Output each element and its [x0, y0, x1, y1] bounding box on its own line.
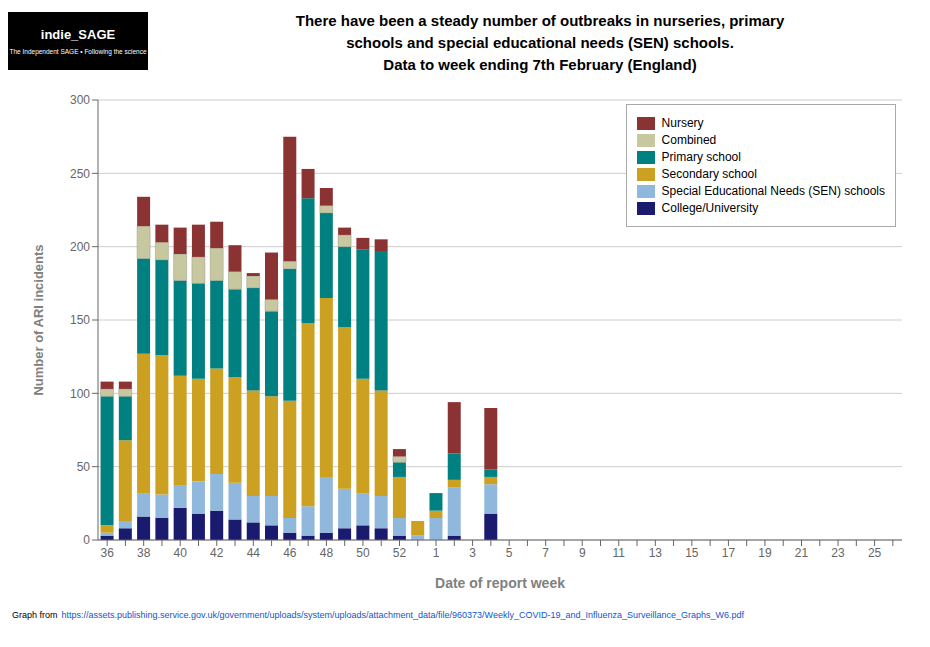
svg-text:3: 3 [469, 546, 476, 560]
svg-text:19: 19 [758, 546, 772, 560]
svg-text:52: 52 [393, 546, 407, 560]
svg-text:38: 38 [137, 546, 151, 560]
svg-text:23: 23 [831, 546, 845, 560]
svg-text:15: 15 [685, 546, 699, 560]
html-text:College/University: College/University [661, 201, 759, 215]
svg-text:46: 46 [283, 546, 297, 560]
svg-text:42: 42 [210, 546, 224, 560]
svg-text:50: 50 [77, 460, 91, 474]
html-text:There have been a steady numbe: There have been a steady number of outbr… [295, 12, 785, 29]
svg-text:100: 100 [70, 387, 90, 401]
svg-text:50: 50 [356, 546, 370, 560]
svg-text:17: 17 [722, 546, 736, 560]
svg-text:0: 0 [83, 533, 90, 547]
svg-text:40: 40 [174, 546, 188, 560]
svg-text:200: 200 [70, 240, 90, 254]
svg-text:36: 36 [100, 546, 114, 560]
svg-text:300: 300 [70, 93, 90, 107]
svg-text:Number of ARI incidents: Number of ARI incidents [31, 244, 46, 395]
svg-text:250: 250 [70, 167, 90, 181]
svg-text:11: 11 [613, 546, 626, 560]
html-text:Special Educational Needs (SEN: Special Educational Needs (SEN) schools [661, 184, 885, 198]
html-text:Secondary school: Secondary school [661, 167, 757, 181]
svg-text:21: 21 [795, 546, 809, 560]
svg-text:9: 9 [579, 546, 586, 560]
svg-text:150: 150 [70, 313, 90, 327]
html-text:Nursery: Nursery [661, 116, 704, 130]
svg-text:13: 13 [649, 546, 663, 560]
svg-text:Date of report week: Date of report week [435, 575, 565, 591]
svg-text:48: 48 [320, 546, 334, 560]
html-text:indie_SAGE: indie_SAGE [40, 27, 116, 42]
html-text:Graph from https://assets.publ: Graph from https://assets.publishing.ser… [12, 610, 745, 620]
html-text:Data to week ending 7th Februa: Data to week ending 7th February (Englan… [383, 56, 697, 73]
html-text:Combined: Combined [661, 133, 717, 147]
html-text:schools and special educationa: schools and special educational needs (S… [346, 34, 734, 51]
svg-text:25: 25 [868, 546, 882, 560]
svg-text:44: 44 [247, 546, 261, 560]
html-text:Primary school: Primary school [661, 150, 741, 164]
svg-text:7: 7 [542, 546, 549, 560]
svg-text:5: 5 [506, 546, 513, 560]
html-text:The Independent SAGE • Followi: The Independent SAGE • Following the sci… [9, 48, 147, 55]
svg-text:1: 1 [433, 546, 440, 560]
